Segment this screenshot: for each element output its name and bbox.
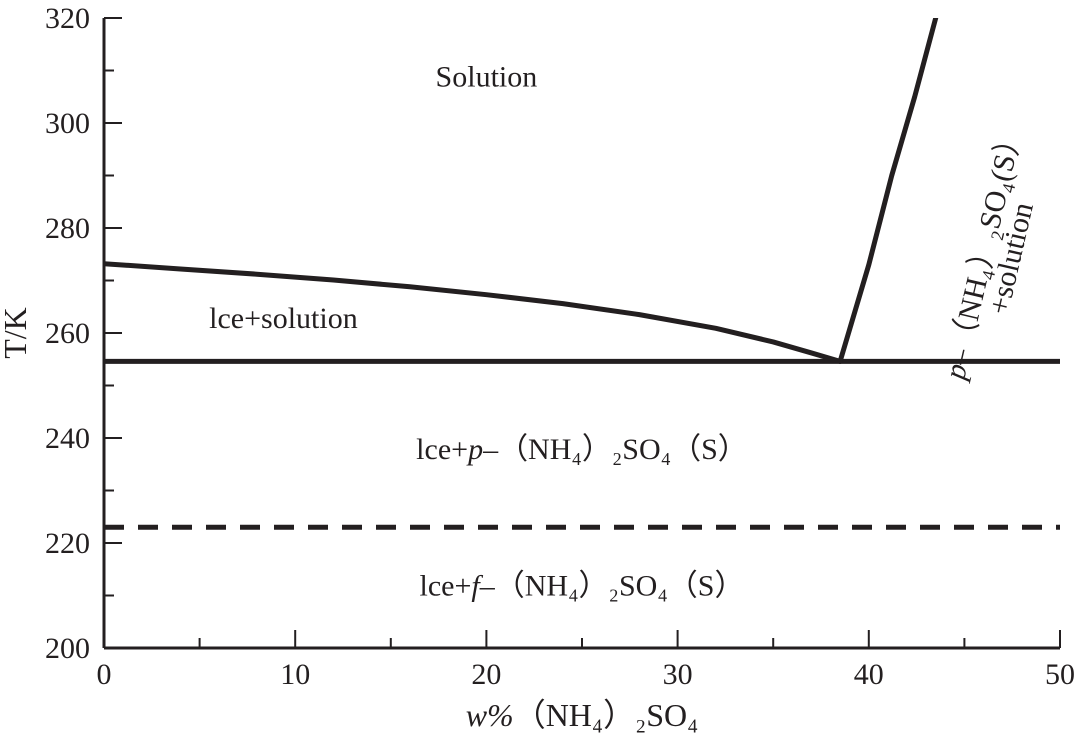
region-label-ice_p_salt: lce+p–（NH₄）₂SO₄（S） [416,433,748,466]
y-tick-label: 220 [45,527,90,560]
region-label-salt_solution_rot: p–（NH₄）₂SO₄(S）+solution [938,122,1056,391]
phase-diagram-figure: 0 10 20 30 40 50 200 220 240 260 280 300 320 T/K w%（NH… [0,0,1092,737]
x-tick-label: 40 [854,658,884,691]
x-axis-label: w%（NH₄）₂SO₄ [466,697,699,733]
region-label-ice_solution: lce+solution [209,302,358,335]
y-tick-label: 320 [45,2,90,35]
x-tick-label: 10 [280,658,310,691]
region-label-ice_f_salt: lce+f–（NH₄）₂SO₄（S） [420,570,745,603]
y-axis-label: T/K [0,307,33,359]
y-tick-label: 240 [45,422,90,455]
y-tick-label: 280 [45,212,90,245]
x-tick-label: 20 [471,658,501,691]
x-tick-label: 50 [1045,658,1075,691]
y-tick-label: 300 [45,107,90,140]
x-tick-label: 30 [663,658,693,691]
plot-svg: 0 10 20 30 40 50 200 220 240 260 280 300 320 T/K w%（NH… [0,0,1092,737]
x-tick-label: 0 [97,658,112,691]
y-tick-label: 260 [45,317,90,350]
region-label-solution: Solution [436,60,538,93]
y-tick-label: 200 [45,632,90,665]
